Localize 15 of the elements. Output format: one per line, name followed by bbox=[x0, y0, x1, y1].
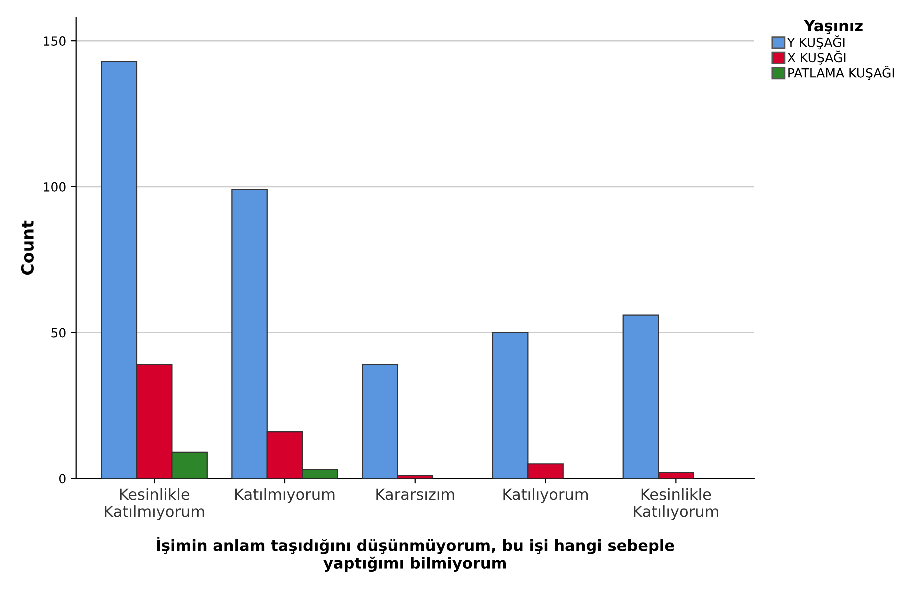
legend-label: X KUŞAĞI bbox=[788, 50, 846, 65]
legend-title: Yaşınız bbox=[804, 20, 863, 34]
x-axis-title: İşimin anlam taşıdığını düşünmüyorum, bu işi hangi sebeple yaptığımı bilmiyorum bbox=[157, 536, 674, 572]
x-tick-label: Katılmıyorum bbox=[236, 488, 335, 504]
y-tick-label: 50 bbox=[52, 328, 66, 338]
y-axis-title: Count bbox=[21, 220, 34, 276]
x-tick-label: Kesinlikle Katılmıyorum bbox=[105, 488, 204, 520]
legend-label: PATLAMA KUŞAĞI bbox=[788, 66, 894, 80]
y-tick-label: 100 bbox=[44, 182, 66, 192]
x-tick-label: Katılıyorum bbox=[504, 488, 588, 504]
x-tick-label: Kararsızım bbox=[376, 488, 454, 500]
y-tick-label: 150 bbox=[44, 36, 66, 46]
x-tick-label: Kesinlikle Katılıyorum bbox=[634, 488, 718, 520]
y-tick-label: 0 bbox=[60, 474, 66, 484]
legend-label: Y KUŞAĞI bbox=[787, 36, 845, 50]
